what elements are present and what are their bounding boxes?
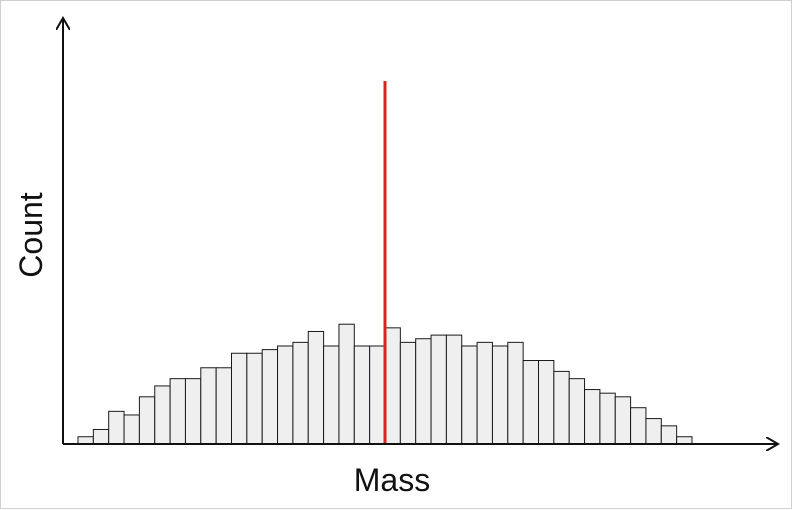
histogram-bar [200, 367, 217, 445]
histogram-bar [292, 341, 309, 445]
histogram-bar [307, 330, 325, 445]
histogram-bar [630, 407, 647, 445]
histogram-bar [369, 345, 386, 445]
histogram-bar [246, 352, 263, 445]
histogram-bar [399, 341, 417, 445]
histogram-bars [77, 323, 693, 445]
histogram-bar [584, 389, 601, 445]
histogram-bar [77, 436, 94, 445]
histogram-bar [415, 338, 432, 445]
histogram-bar [491, 345, 509, 445]
histogram-bar [154, 385, 171, 445]
histogram-bar [476, 341, 493, 445]
histogram-bar [108, 410, 125, 445]
histogram-bar [384, 327, 401, 445]
histogram-bar [599, 392, 616, 445]
histogram-bar [277, 345, 294, 445]
histogram-bar [445, 334, 463, 445]
histogram-bar [261, 349, 279, 445]
histogram-bar [92, 428, 110, 445]
histogram-bar [184, 378, 202, 445]
histogram-bar [522, 360, 540, 445]
histogram-bar [430, 334, 447, 445]
histogram-bar [123, 414, 140, 445]
histogram-bar [645, 418, 662, 445]
histogram-bar [614, 396, 632, 445]
histogram-bar [660, 425, 678, 445]
histogram-bar [353, 345, 371, 445]
histogram-bar [231, 352, 248, 445]
histogram-bar [507, 341, 524, 445]
histogram-bar [138, 396, 156, 445]
histogram-bar [215, 367, 232, 445]
histogram-bar [338, 323, 355, 445]
histogram-bar [568, 378, 586, 445]
histogram-bar [169, 378, 186, 445]
histogram-bar [676, 436, 693, 445]
histogram-bar [323, 345, 340, 445]
histogram-bar [538, 360, 555, 445]
histogram-bar [553, 370, 570, 445]
x-axis-label: Mass [354, 462, 430, 498]
y-axis-label: Count [13, 192, 49, 278]
histogram-bar [461, 345, 478, 445]
